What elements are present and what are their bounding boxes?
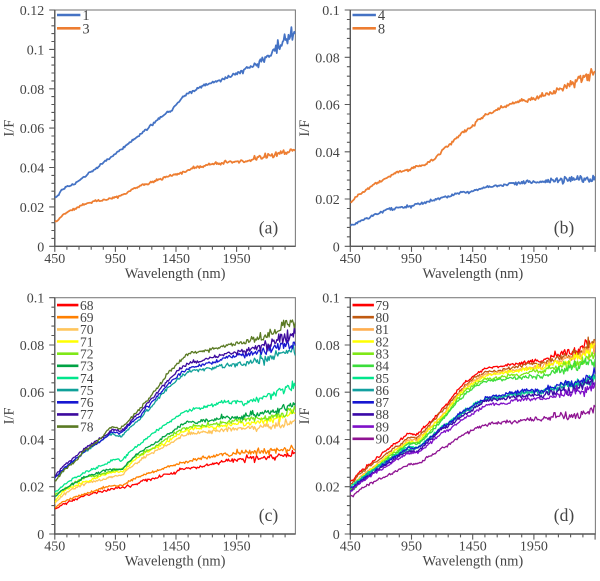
svg-text:(d): (d) — [554, 505, 575, 525]
svg-text:0.1: 0.1 — [322, 292, 340, 307]
svg-text:0.06: 0.06 — [315, 99, 340, 114]
svg-text:Wavelength (nm): Wavelength (nm) — [125, 266, 226, 282]
svg-text:0.06: 0.06 — [315, 386, 340, 401]
svg-text:4: 4 — [378, 8, 386, 24]
svg-text:0: 0 — [37, 528, 44, 543]
svg-text:950: 950 — [401, 540, 422, 555]
svg-text:I/F: I/F — [297, 120, 313, 137]
svg-text:72: 72 — [80, 347, 94, 362]
svg-text:0.12: 0.12 — [20, 4, 45, 19]
svg-text:0.06: 0.06 — [20, 386, 45, 401]
svg-text:(b): (b) — [554, 218, 575, 238]
svg-text:0.08: 0.08 — [315, 339, 340, 354]
svg-text:1: 1 — [82, 8, 89, 24]
svg-text:85: 85 — [376, 371, 390, 386]
svg-text:79: 79 — [376, 298, 390, 313]
svg-text:73: 73 — [80, 359, 94, 374]
svg-text:450: 450 — [44, 252, 65, 267]
svg-text:68: 68 — [80, 298, 94, 313]
svg-text:0.08: 0.08 — [315, 51, 340, 66]
svg-text:1950: 1950 — [223, 252, 251, 267]
svg-text:0.08: 0.08 — [20, 83, 45, 98]
svg-text:76: 76 — [80, 395, 94, 410]
svg-text:I/F: I/F — [297, 407, 313, 424]
svg-text:1450: 1450 — [162, 540, 190, 555]
svg-text:0.06: 0.06 — [20, 122, 45, 137]
svg-text:86: 86 — [376, 383, 390, 398]
svg-text:0: 0 — [333, 240, 340, 255]
svg-text:0.02: 0.02 — [20, 481, 45, 496]
svg-text:0.08: 0.08 — [20, 339, 45, 354]
svg-text:0.04: 0.04 — [20, 434, 45, 449]
svg-text:1450: 1450 — [459, 540, 487, 555]
svg-text:80: 80 — [376, 310, 390, 325]
svg-text:950: 950 — [105, 252, 126, 267]
svg-text:77: 77 — [80, 407, 94, 422]
svg-text:0.02: 0.02 — [315, 193, 340, 208]
svg-text:(c): (c) — [259, 505, 279, 525]
svg-text:3: 3 — [82, 21, 89, 37]
svg-text:89: 89 — [376, 419, 390, 434]
svg-text:1950: 1950 — [520, 252, 548, 267]
svg-text:88: 88 — [376, 407, 390, 422]
svg-text:(a): (a) — [259, 218, 279, 238]
svg-text:1950: 1950 — [223, 540, 251, 555]
svg-text:84: 84 — [376, 359, 390, 374]
svg-text:74: 74 — [80, 371, 94, 386]
svg-text:0.02: 0.02 — [315, 481, 340, 496]
svg-text:69: 69 — [80, 310, 94, 325]
svg-text:0.04: 0.04 — [20, 162, 45, 177]
svg-text:450: 450 — [340, 252, 361, 267]
svg-text:950: 950 — [105, 540, 126, 555]
svg-text:1950: 1950 — [520, 540, 548, 555]
svg-text:90: 90 — [376, 432, 390, 447]
svg-text:0.1: 0.1 — [27, 43, 45, 58]
svg-text:83: 83 — [376, 347, 390, 362]
svg-text:Wavelength (nm): Wavelength (nm) — [125, 554, 226, 570]
svg-text:87: 87 — [376, 395, 390, 410]
svg-text:0: 0 — [37, 240, 44, 255]
svg-text:75: 75 — [80, 383, 94, 398]
svg-text:1450: 1450 — [459, 252, 487, 267]
svg-text:0.04: 0.04 — [315, 146, 340, 161]
svg-text:70: 70 — [80, 322, 94, 337]
svg-text:950: 950 — [401, 252, 422, 267]
svg-text:Wavelength (nm): Wavelength (nm) — [423, 266, 524, 282]
svg-text:78: 78 — [80, 419, 94, 434]
svg-text:450: 450 — [340, 540, 361, 555]
svg-text:81: 81 — [376, 322, 390, 337]
svg-text:450: 450 — [44, 540, 65, 555]
svg-text:8: 8 — [378, 21, 385, 37]
svg-text:1450: 1450 — [162, 252, 190, 267]
svg-text:0: 0 — [333, 528, 340, 543]
svg-text:82: 82 — [376, 334, 390, 349]
svg-text:0.1: 0.1 — [322, 4, 340, 19]
svg-text:71: 71 — [80, 334, 94, 349]
svg-text:I/F: I/F — [2, 120, 18, 137]
svg-text:I/F: I/F — [2, 407, 18, 424]
svg-text:Wavelength (nm): Wavelength (nm) — [423, 554, 524, 570]
svg-text:0.04: 0.04 — [315, 434, 340, 449]
svg-text:0.1: 0.1 — [27, 292, 45, 307]
svg-text:0.02: 0.02 — [20, 201, 45, 216]
